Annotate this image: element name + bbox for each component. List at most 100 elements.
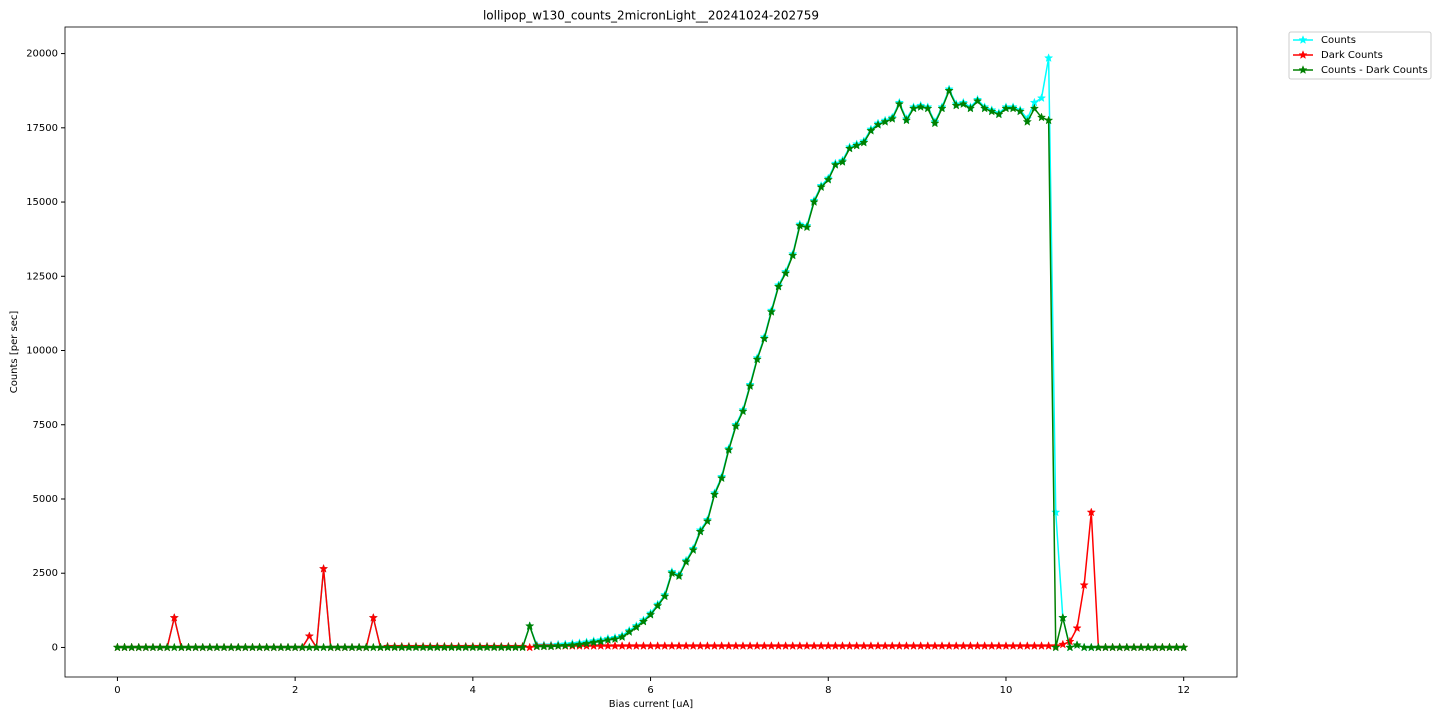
data-point	[1029, 103, 1040, 113]
data-point	[830, 160, 841, 169]
data-point	[1022, 116, 1032, 126]
data-point	[304, 631, 315, 641]
data-point	[1008, 103, 1018, 113]
legend-label: Counts - Dark Counts	[1321, 65, 1428, 76]
data-point	[816, 182, 826, 192]
data-point	[937, 103, 947, 113]
data-point	[546, 641, 556, 651]
x-tick-label: 2	[292, 685, 298, 696]
data-point	[169, 612, 179, 622]
data-point	[979, 103, 990, 113]
data-point	[880, 116, 890, 126]
data-point	[1036, 93, 1047, 103]
data-point	[901, 115, 912, 125]
plot-frame	[64, 26, 1238, 678]
data-point	[695, 526, 705, 536]
legend-marker	[1298, 50, 1308, 59]
data-point	[553, 641, 563, 650]
y-tick-label: 5000	[33, 494, 58, 505]
data-point	[1058, 612, 1068, 622]
data-point	[859, 137, 869, 147]
data-point	[1036, 112, 1047, 122]
x-tick-label: 0	[114, 685, 120, 696]
data-point	[773, 281, 784, 291]
data-point	[681, 557, 691, 566]
chart-title: lollipop_w130_counts_2micronLight__20241…	[483, 9, 819, 23]
data-point	[517, 642, 528, 652]
data-point	[1179, 642, 1189, 652]
data-point	[610, 634, 620, 644]
data-point	[1072, 640, 1082, 650]
x-tick-label: 6	[647, 685, 653, 696]
data-point	[567, 640, 578, 650]
data-point	[752, 354, 762, 364]
data-point	[688, 545, 698, 555]
data-point	[958, 99, 969, 109]
legend-box	[1288, 31, 1432, 80]
x-tick-label: 4	[470, 685, 476, 696]
y-tick-label: 15000	[26, 197, 58, 208]
data-point	[702, 516, 713, 526]
data-point	[738, 406, 748, 416]
data-point	[1043, 115, 1054, 125]
data-point	[1072, 623, 1082, 633]
data-point	[930, 118, 940, 128]
y-tick-label: 20000	[26, 49, 58, 60]
data-point	[951, 100, 961, 110]
data-point	[788, 250, 798, 260]
legend-marker	[1298, 65, 1308, 74]
y-tick-label: 0	[52, 642, 58, 653]
legend-label: Dark Counts	[1321, 50, 1383, 61]
data-point	[887, 113, 897, 123]
legend-label: Counts	[1321, 35, 1356, 46]
y-tick-label: 12500	[26, 271, 58, 282]
data-point	[1079, 580, 1089, 590]
x-tick-label: 12	[1177, 685, 1190, 696]
data-point	[624, 627, 634, 636]
data-point	[866, 125, 876, 135]
data-point	[525, 621, 535, 631]
x-tick-label: 10	[1000, 685, 1013, 696]
data-point	[944, 85, 954, 95]
data-point	[1043, 53, 1054, 63]
data-point	[724, 445, 734, 454]
data-point	[965, 103, 976, 113]
data-point	[852, 140, 862, 150]
data-point	[915, 102, 926, 111]
data-point	[617, 632, 627, 642]
data-point	[603, 635, 613, 645]
data-point	[1058, 639, 1068, 649]
data-point	[823, 174, 833, 184]
y-tick-label: 2500	[33, 568, 58, 579]
data-point	[923, 103, 933, 113]
data-point	[1015, 106, 1025, 116]
y-tick-label: 10000	[26, 346, 58, 357]
data-point	[574, 639, 585, 649]
data-point	[674, 571, 684, 581]
data-point	[766, 306, 777, 316]
legend-marker	[1298, 35, 1308, 44]
data-point	[652, 600, 663, 610]
data-point	[844, 143, 855, 153]
data-point	[368, 612, 378, 622]
data-point	[994, 109, 1004, 119]
y-axis-label: Counts [per sec]	[9, 311, 20, 394]
y-tick-label: 17500	[26, 123, 58, 134]
data-point	[1065, 642, 1075, 652]
data-point	[809, 197, 819, 207]
data-point	[645, 609, 656, 619]
data-point	[1051, 507, 1061, 517]
data-point	[596, 636, 606, 646]
data-point	[318, 563, 329, 573]
data-point	[987, 106, 997, 116]
y-tick-label: 7500	[33, 420, 58, 431]
data-point	[1086, 507, 1096, 517]
data-point	[660, 591, 670, 601]
data-point	[759, 333, 769, 343]
data-point	[780, 268, 791, 278]
data-point	[581, 638, 592, 648]
data-point	[894, 99, 905, 109]
data-point	[709, 489, 720, 499]
